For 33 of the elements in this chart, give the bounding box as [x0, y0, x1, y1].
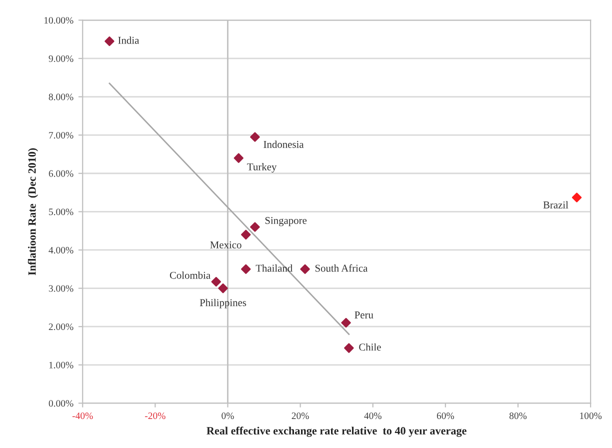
y-tick-label: 7.00% [49, 132, 74, 139]
y-tick-label: 2.00% [48, 324, 74, 330]
annotation: Peru [354, 312, 374, 318]
annotation: Singapore [265, 217, 307, 226]
annotation: Philippines [200, 298, 246, 308]
x-tick-label: -40% [72, 412, 93, 420]
annotation: Turkey [247, 163, 277, 173]
annotation: South Africa [315, 264, 368, 272]
annotation: Chile [359, 343, 381, 351]
y-tick-label: 9.00% [48, 55, 74, 62]
y-tick-label: 0.00% [48, 400, 74, 407]
annotation: Colombia [170, 271, 210, 279]
annotation: Indonesia [264, 140, 304, 148]
x-tick-label: 40% [364, 412, 382, 420]
annotation: Mexico [210, 241, 242, 248]
x-tick-label: 60% [436, 412, 454, 420]
y-tick-label: 6.00% [48, 170, 74, 177]
annotation: Thailand [256, 264, 293, 272]
x-tick-label: 0% [222, 412, 234, 420]
y-tick-label: 1.00% [49, 362, 74, 368]
annotation: India [118, 36, 140, 44]
y-tick-label: 8.00% [48, 94, 74, 100]
y-tick-label: 10.00% [44, 17, 74, 24]
x-tick-label: -20% [145, 412, 166, 420]
x-tick-label: 20% [292, 412, 309, 420]
y-tick-label: 3.00% [48, 285, 74, 292]
y-tick-label: 4.00% [48, 246, 74, 254]
x-tick-label: 80% [509, 412, 527, 420]
y-axis-title: Inflatioon Rate (Dec 2010) [28, 148, 38, 276]
annotation: Brazil [543, 201, 568, 208]
y-tick-label: 5.00% [49, 208, 74, 216]
x-tick-label: 100% [580, 412, 602, 420]
x-axis-title: Real effective exchange rate relative to 40 yeır average [206, 426, 466, 437]
